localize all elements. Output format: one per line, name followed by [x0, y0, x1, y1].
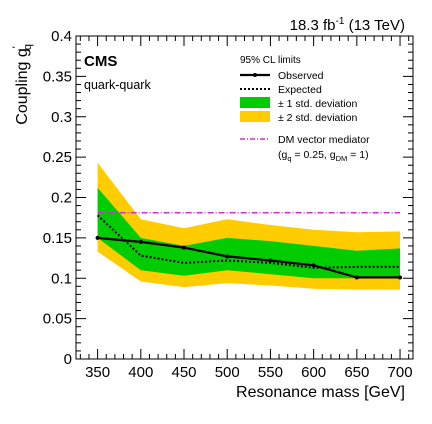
observed-point: [225, 254, 230, 259]
y-tick-label: 0.25: [43, 149, 72, 166]
legend-dm-params: (gq = 0.25, gDM = 1): [278, 149, 369, 163]
bands-layer: [97, 162, 400, 290]
y-tick-label: 0.1: [51, 270, 72, 287]
observed-point: [354, 275, 359, 280]
y-axis-label: Coupling g'q: [11, 44, 34, 125]
y-tick-label: 0: [64, 351, 72, 368]
x-tick-label: 700: [388, 364, 413, 381]
lines-layer: [95, 212, 403, 280]
observed-point: [182, 245, 187, 250]
legend-observed-marker: [253, 73, 257, 77]
legend-1sigma-label: ± 1 std. deviation: [278, 98, 357, 110]
x-tick-label: 400: [128, 364, 153, 381]
legend-title: 95% CL limits: [240, 55, 301, 66]
band-1sigma: [97, 187, 400, 279]
x-tick-label: 450: [171, 364, 196, 381]
x-tick-label: 650: [344, 364, 369, 381]
x-tick-label: 600: [301, 364, 326, 381]
y-tick-label: 0.2: [51, 190, 72, 207]
observed-point: [268, 258, 273, 263]
y-ticks: 0 0.05 0.1 0.15 0.2 0.25 0.3 0.35 0.4: [43, 28, 413, 368]
y-tick-label: 0.3: [51, 109, 72, 126]
observed-point: [398, 275, 403, 280]
observed-point: [95, 235, 100, 240]
x-tick-label: 350: [85, 364, 110, 381]
observed-point: [138, 239, 143, 244]
experiment-label: CMS: [84, 53, 117, 70]
observed-line: [97, 236, 400, 279]
x-ticks: 350 400 450 500 550 600 650 700: [79, 36, 413, 381]
observed-point: [311, 263, 316, 268]
legend-1sigma-swatch: [240, 97, 270, 108]
y-tick-label: 0.35: [43, 68, 72, 85]
channel-label: quark-quark: [84, 78, 151, 92]
x-axis-label: Resonance mass [GeV]: [236, 384, 405, 401]
x-tick-label: 500: [215, 364, 240, 381]
expected-line: [96, 214, 400, 269]
legend: 95% CL limits Observed Expected ± 1 std.…: [240, 55, 370, 163]
y-tick-label: 0.4: [51, 28, 72, 45]
lumi-label: 18.3 fb-1 (13 TeV): [290, 16, 405, 34]
legend-2sigma-label: ± 2 std. deviation: [278, 112, 357, 124]
legend-2sigma-swatch: [240, 111, 270, 122]
legend-expected-label: Expected: [278, 84, 322, 96]
y-tick-label: 0.05: [43, 311, 72, 328]
y-tick-label: 0.15: [43, 230, 72, 247]
legend-dm-label: DM vector mediator: [278, 134, 370, 146]
legend-observed-label: Observed: [278, 70, 324, 82]
x-tick-label: 550: [258, 364, 283, 381]
